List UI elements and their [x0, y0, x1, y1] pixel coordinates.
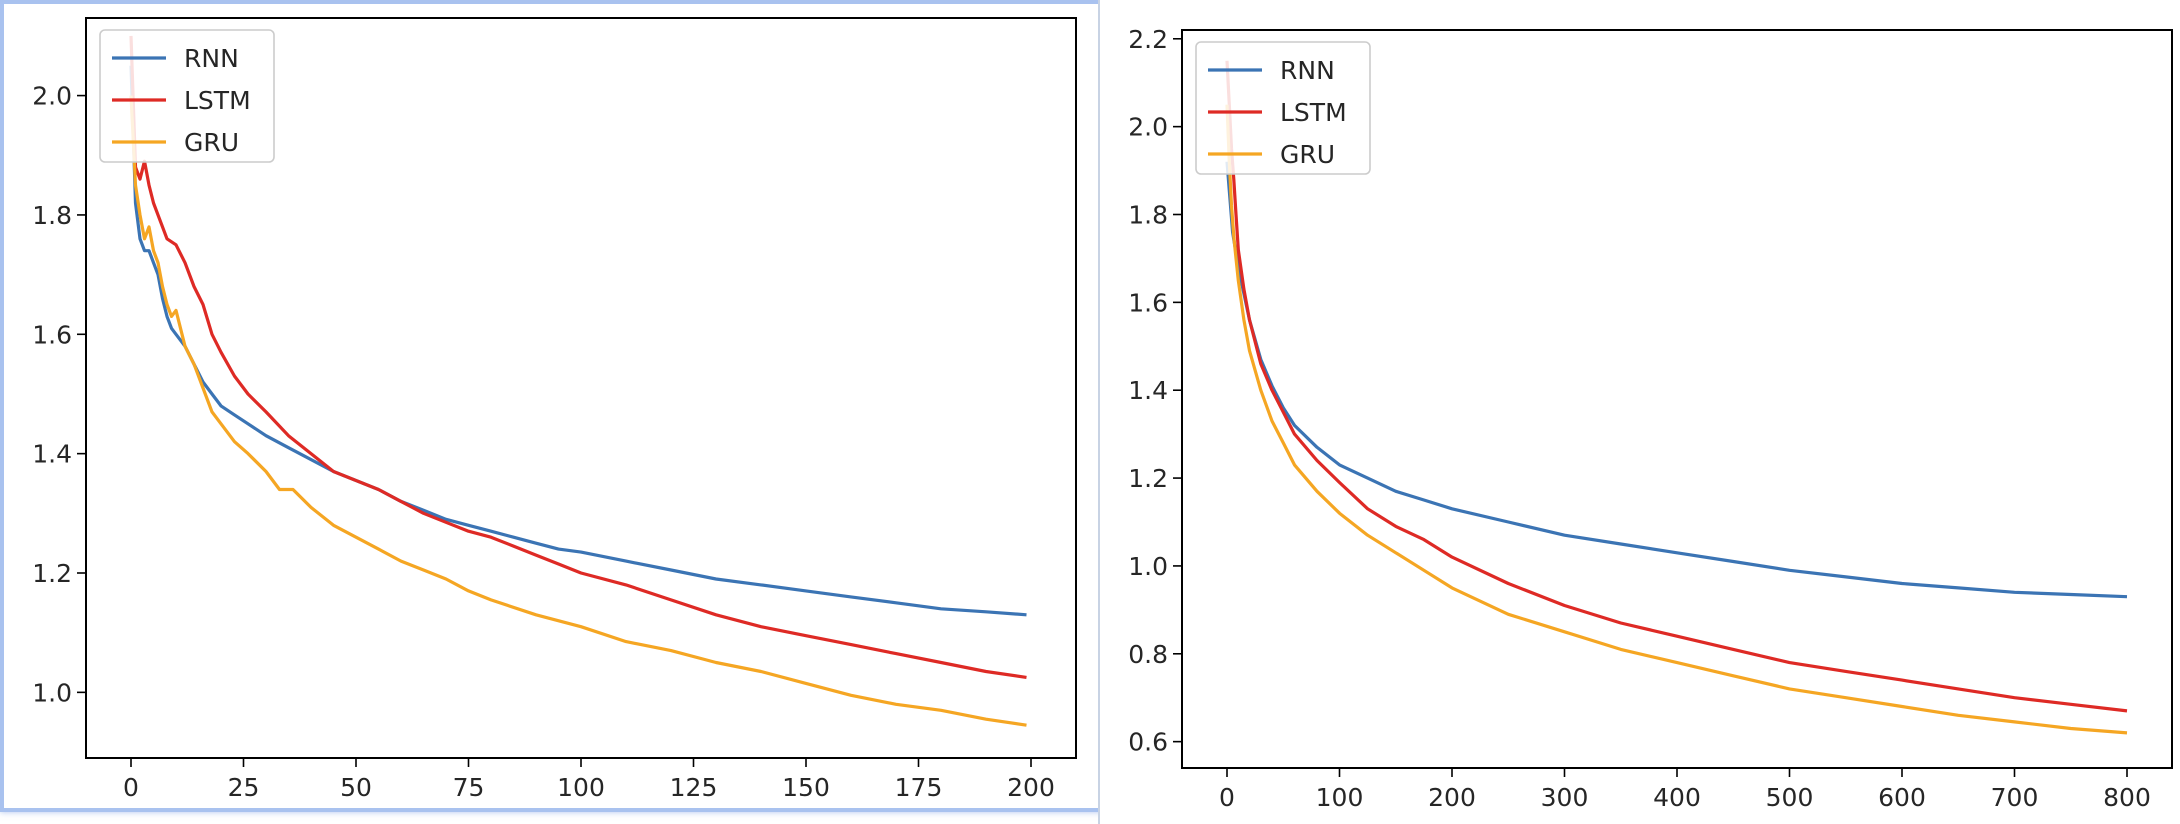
left-legend-box: [99, 29, 275, 163]
left-x-tick-label: 200: [1007, 773, 1055, 802]
left-x-tick-label: 175: [895, 773, 943, 802]
left-x-tick-label: 125: [670, 773, 718, 802]
right-x-tick-label: 200: [1428, 783, 1476, 812]
left-x-tick-label: 0: [123, 773, 139, 802]
right-x-tick-label: 700: [1991, 783, 2039, 812]
right-y-tick-label: 0.8: [1128, 640, 1168, 669]
left-legend-label-lstm: LSTM: [184, 86, 251, 115]
right-x-tick-label: 600: [1878, 783, 1926, 812]
left-x-tick-label: 150: [782, 773, 830, 802]
right-series-lstm-line: [1225, 60, 2128, 713]
right-x-tick-label: 300: [1541, 783, 1589, 812]
right-legend-label-rnn: RNN: [1280, 56, 1335, 85]
right-x-tick-label: 800: [2103, 783, 2151, 812]
right-legend-label-lstm: LSTM: [1280, 98, 1347, 127]
right-y-tick-label: 1.8: [1128, 201, 1168, 230]
right-y-tick-label: 2.2: [1128, 25, 1168, 54]
right-chart-panel: 0 100 200 300 400 500 600 700 800 0.6 0.8 1.0 1.2 1.4…: [1098, 0, 2180, 824]
left-loss-chart: 0 25 50 75 100 125 150 175 200 1.0 1.2 1.4 1.6 1.8 2.0…: [32, 17, 1077, 802]
left-chart-panel: 0 25 50 75 100 125 150 175 200 1.0 1.2 1.4 1.6 1.8 2.0…: [0, 0, 1106, 812]
left-x-tick-label: 50: [340, 773, 372, 802]
left-legend-label-gru: GRU: [184, 128, 239, 157]
left-y-tick-label: 1.2: [32, 559, 72, 588]
left-x-tick-label: 100: [557, 773, 605, 802]
right-y-tick-label: 0.6: [1128, 728, 1168, 757]
right-series-gru-line: [1225, 104, 2128, 735]
left-y-tick-label: 1.0: [32, 678, 72, 707]
right-legend-label-gru: GRU: [1280, 140, 1335, 169]
right-x-tick-label: 500: [1766, 783, 1814, 812]
right-legend-box: [1195, 41, 1371, 175]
right-x-tick-label: 100: [1316, 783, 1364, 812]
right-y-tick-label: 1.4: [1128, 376, 1168, 405]
right-x-tick-label: 400: [1653, 783, 1701, 812]
left-y-tick-label: 1.4: [32, 440, 72, 469]
right-legend: RNN LSTM GRU: [1195, 41, 1371, 175]
left-series-gru-line: [129, 95, 1027, 727]
left-y-tick-label: 2.0: [32, 82, 72, 111]
right-y-tick-label: 1.0: [1128, 552, 1168, 581]
right-y-tick-label: 2.0: [1128, 113, 1168, 142]
left-legend-label-rnn: RNN: [184, 44, 239, 73]
left-y-tick-label: 1.6: [32, 320, 72, 349]
left-y-tick-label: 1.8: [32, 201, 72, 230]
right-x-tick-label: 0: [1219, 783, 1235, 812]
right-loss-chart: 0 100 200 300 400 500 600 700 800 0.6 0.8 1.0 1.2 1.4…: [1128, 25, 2173, 812]
left-legend: RNN LSTM GRU: [99, 29, 275, 163]
right-y-tick-label: 1.6: [1128, 288, 1168, 317]
left-x-tick-label: 75: [453, 773, 485, 802]
left-x-tick-label: 25: [228, 773, 260, 802]
right-y-tick-label: 1.2: [1128, 464, 1168, 493]
left-series-lstm-line: [129, 35, 1027, 679]
